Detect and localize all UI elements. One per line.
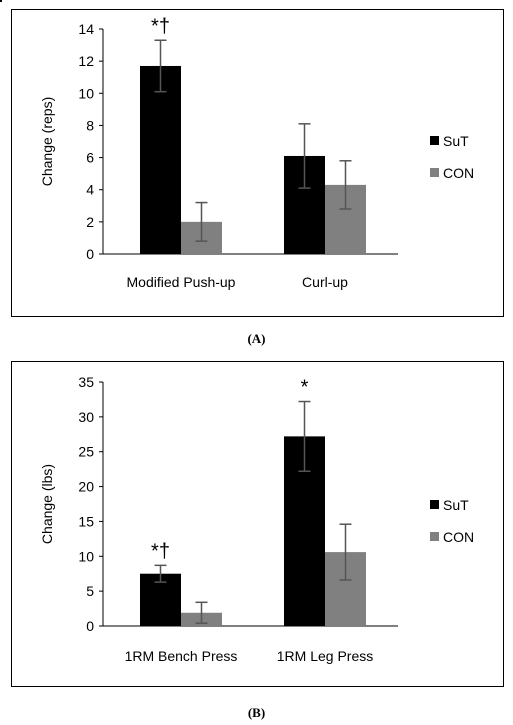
y-axis-title: Change (lbs) — [39, 464, 55, 544]
chart-panel-a-frame — [11, 9, 504, 317]
y-tick-label: 8 — [86, 117, 94, 133]
y-tick-label: 6 — [86, 150, 94, 166]
x-category-label: 1RM Bench Press — [125, 648, 238, 664]
y-tick-label: 20 — [78, 479, 94, 495]
legend-label: SuT — [443, 133, 469, 149]
legend-label: CON — [443, 165, 474, 181]
y-tick-label: 0 — [86, 618, 94, 634]
legend-label: SuT — [443, 497, 469, 513]
y-axis-title: Change (reps) — [39, 97, 55, 187]
legend-swatch — [430, 136, 439, 145]
legend-label: CON — [443, 529, 474, 545]
significance-marker: * — [301, 377, 309, 399]
chart-panel-a — [0, 0, 2, 2]
panel-a-label: (A) — [247, 331, 266, 346]
chart-panel-b-frame — [11, 361, 504, 687]
legend-swatch — [430, 168, 439, 177]
y-tick-label: 14 — [78, 21, 94, 37]
x-category-label: Curl-up — [302, 274, 348, 290]
x-category-label: 1RM Leg Press — [277, 648, 373, 664]
y-tick-label: 25 — [78, 444, 94, 460]
legend-swatch — [430, 500, 439, 509]
chart-a: 0 2 4 6 8 10 12 14 Change (reps) Modified Push-up… — [39, 15, 474, 290]
y-tick-label: 0 — [86, 246, 94, 262]
y-tick-label: 10 — [78, 548, 94, 564]
legend-swatch — [430, 532, 439, 541]
y-tick-label: 4 — [86, 182, 94, 198]
y-tick-label: 30 — [78, 409, 94, 425]
panel-b-label: (B) — [247, 705, 266, 720]
x-category-label: Modified Push-up — [127, 274, 236, 290]
y-tick-label: 12 — [78, 53, 94, 69]
y-tick-label: 2 — [86, 214, 94, 230]
y-tick-label: 10 — [78, 85, 94, 101]
y-tick-label: 5 — [86, 583, 94, 599]
y-tick-label: 15 — [78, 513, 94, 529]
y-tick-label: 35 — [78, 374, 94, 390]
significance-marker: *† — [151, 15, 170, 37]
bar — [140, 65, 181, 254]
significance-marker: *† — [151, 540, 170, 562]
chart-b: 0 5 10 15 20 25 30 35 Change (lbs) 1RM Bench Pres… — [39, 374, 474, 664]
